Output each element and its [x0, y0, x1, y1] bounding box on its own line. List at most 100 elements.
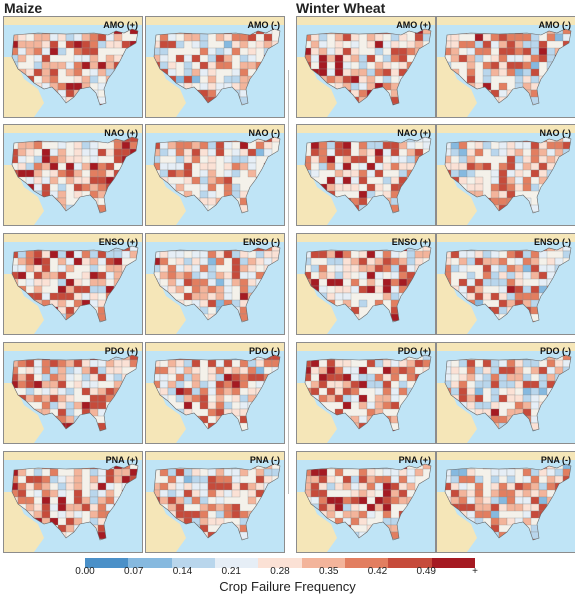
county-region	[506, 148, 516, 157]
county-region	[554, 103, 564, 105]
county-region	[350, 89, 360, 98]
county-region	[358, 475, 368, 484]
county-region	[121, 40, 131, 49]
county-region	[81, 320, 91, 322]
county-region	[334, 429, 344, 431]
county-region	[562, 482, 571, 491]
county-region	[231, 264, 241, 273]
county-region	[430, 320, 431, 322]
county-region	[279, 204, 280, 213]
county-region	[137, 271, 138, 280]
county-region	[414, 148, 424, 157]
county-region	[490, 211, 500, 213]
county-region	[279, 531, 280, 540]
county-region	[247, 204, 257, 213]
county-region	[374, 531, 384, 540]
county-region	[105, 103, 115, 105]
county-region	[191, 89, 201, 98]
county-region	[422, 517, 431, 526]
county-region	[482, 355, 492, 361]
county-region	[546, 176, 556, 185]
county-region	[247, 422, 257, 431]
county-region	[305, 137, 312, 143]
county-region	[113, 278, 123, 287]
county-region	[121, 183, 131, 192]
county-region	[522, 496, 532, 505]
county-region	[105, 271, 115, 280]
county-region	[113, 211, 123, 213]
county-region	[223, 299, 233, 308]
county-region	[247, 387, 257, 396]
county-region	[231, 68, 241, 77]
county-region	[334, 538, 344, 540]
county-region	[522, 422, 532, 431]
county-region	[263, 103, 273, 105]
county-region	[374, 429, 384, 431]
county-region	[342, 355, 352, 361]
county-region	[450, 40, 460, 49]
county-region	[65, 517, 75, 526]
county-region	[514, 82, 524, 91]
county-region	[422, 211, 431, 213]
county-region	[382, 68, 392, 77]
county-region	[25, 47, 35, 56]
county-region	[207, 75, 217, 84]
county-region	[191, 54, 201, 63]
county-region	[342, 475, 352, 484]
county-region	[498, 299, 508, 308]
county-region	[326, 387, 336, 396]
county-region	[223, 482, 233, 491]
county-region	[183, 278, 193, 287]
county-region	[41, 250, 51, 259]
county-region	[414, 359, 424, 368]
county-region	[474, 394, 484, 403]
county-region	[263, 257, 273, 266]
county-region	[562, 531, 571, 540]
county-region	[215, 176, 225, 185]
county-region	[310, 148, 320, 157]
county-region	[191, 148, 201, 157]
county-region	[191, 68, 201, 77]
county-region	[406, 503, 416, 512]
county-region	[183, 264, 193, 273]
county-region	[49, 137, 59, 143]
county-region	[522, 250, 532, 259]
county-region	[506, 285, 516, 294]
county-region	[73, 33, 83, 42]
county-region	[414, 524, 424, 533]
county-region	[490, 503, 500, 512]
county-region	[89, 271, 99, 280]
county-region	[466, 503, 476, 512]
county-region	[318, 394, 328, 403]
county-region	[490, 373, 500, 382]
county-region	[382, 394, 392, 403]
county-region	[223, 103, 233, 105]
county-region	[113, 155, 123, 164]
county-region	[570, 306, 571, 315]
county-region	[374, 264, 384, 273]
county-region	[279, 517, 280, 526]
county-region	[199, 103, 209, 105]
county-region	[366, 464, 376, 470]
county-region	[97, 257, 107, 266]
county-region	[129, 538, 138, 540]
county-region	[223, 40, 233, 49]
county-region	[458, 394, 468, 403]
county-region	[414, 531, 424, 540]
county-region	[121, 496, 131, 505]
county-region	[137, 373, 138, 382]
county-region	[305, 475, 312, 484]
county-region	[406, 47, 416, 56]
county-region	[12, 47, 19, 56]
county-region	[398, 271, 408, 280]
county-region	[570, 464, 571, 470]
county-region	[207, 89, 217, 98]
county-region	[374, 299, 384, 308]
county-region	[105, 61, 115, 70]
county-region	[546, 169, 556, 178]
county-region	[247, 373, 257, 382]
county-region	[562, 96, 571, 105]
county-region	[57, 33, 67, 42]
county-region	[137, 190, 138, 199]
county-region	[255, 517, 265, 526]
